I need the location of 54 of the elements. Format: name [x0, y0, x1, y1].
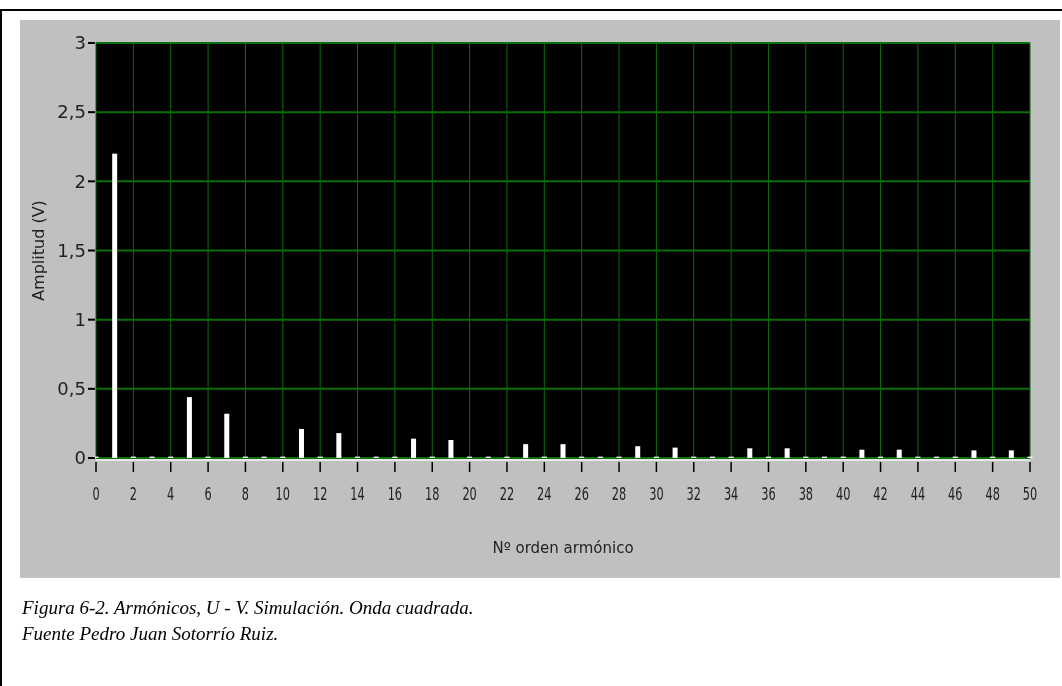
x-tick-label: 34 — [723, 483, 739, 505]
x-tick-label: 46 — [948, 483, 963, 505]
bar — [747, 448, 753, 458]
x-tick-label: 50 — [1022, 483, 1038, 505]
bar — [635, 446, 641, 458]
bar — [523, 444, 529, 458]
y-axis-title: Amplitud (V) — [29, 200, 48, 301]
x-tick-label: 38 — [798, 483, 814, 505]
bar — [896, 449, 902, 458]
x-tick-label: 22 — [499, 483, 515, 505]
x-tick-label: 26 — [574, 483, 589, 505]
x-tick-label: 20 — [462, 483, 477, 505]
bar — [112, 153, 118, 458]
bar — [411, 438, 417, 458]
x-tick-label: 14 — [350, 483, 365, 505]
bar — [560, 444, 566, 458]
x-axis-title: Nº orden armónico — [492, 539, 634, 557]
bar — [1008, 450, 1014, 458]
bar — [859, 449, 865, 458]
x-tick-label: 10 — [275, 483, 290, 505]
x-tick-label: 4 — [167, 483, 175, 505]
x-tick-label: 18 — [425, 483, 440, 505]
x-tick-label: 2 — [129, 483, 137, 505]
x-tick-label: 6 — [204, 483, 212, 505]
bar — [224, 413, 230, 458]
y-tick-label: 3 — [74, 32, 86, 54]
y-tick-label: 1 — [74, 308, 86, 330]
bar — [298, 428, 304, 458]
y-tick-label: 0 — [74, 447, 86, 469]
x-tick-label: 24 — [537, 483, 552, 505]
y-tick-label: 1,5 — [57, 239, 86, 261]
bar — [448, 440, 454, 458]
y-tick-label: 0,5 — [57, 378, 86, 400]
x-tick-label: 0 — [92, 483, 100, 505]
x-tick-label: 32 — [686, 483, 701, 505]
bar — [672, 447, 678, 458]
x-tick-label: 16 — [387, 483, 403, 505]
x-tick-label: 36 — [761, 483, 776, 505]
x-tick-label: 30 — [649, 483, 664, 505]
x-tick-label: 12 — [312, 483, 328, 505]
x-tick-label: 40 — [836, 483, 851, 505]
x-tick-label: 48 — [985, 483, 1000, 505]
bar — [784, 448, 790, 458]
y-tick-label: 2 — [74, 170, 86, 192]
x-tick-label: 8 — [241, 483, 250, 505]
y-tick-label: 2,5 — [57, 101, 86, 123]
bar — [971, 450, 977, 458]
source-note: Fuente Pedro Juan Sotorrío Ruiz. — [21, 623, 279, 644]
x-tick-label: 44 — [910, 483, 926, 505]
bar — [186, 397, 192, 458]
bar — [336, 433, 342, 458]
text: Figura 6-2. Armónicos, U - V. Simulación. Onda cuadrada. — [21, 597, 474, 618]
x-tick-label: 42 — [873, 483, 888, 505]
x-tick-label: 28 — [611, 483, 627, 505]
